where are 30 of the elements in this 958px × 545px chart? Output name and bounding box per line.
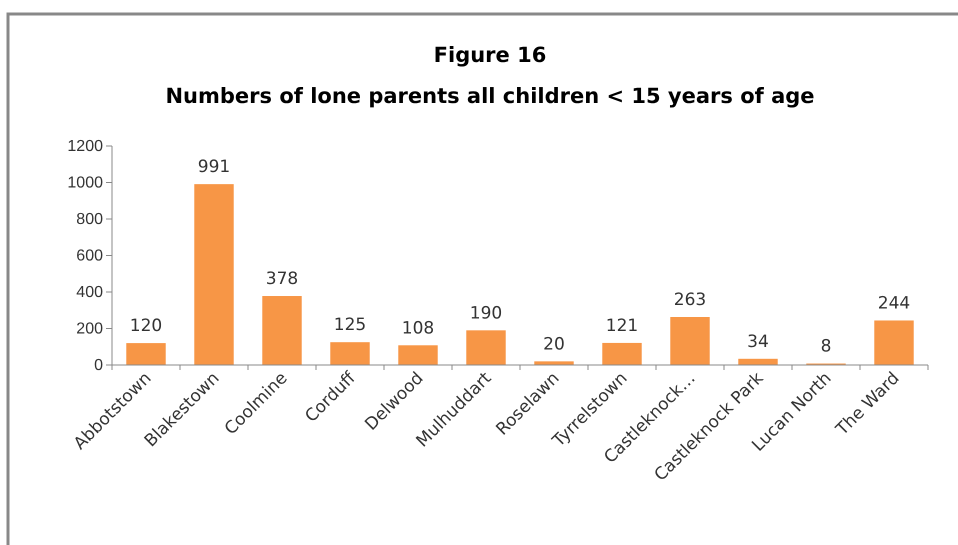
data-label: 108 bbox=[402, 318, 434, 338]
y-tick-label: 400 bbox=[76, 284, 104, 302]
data-label: 120 bbox=[130, 316, 162, 336]
bar bbox=[874, 320, 914, 365]
data-label: 378 bbox=[266, 269, 298, 290]
chart-subtitle: Numbers of lone parents all children < 15 years of age bbox=[165, 84, 815, 108]
bar bbox=[398, 345, 438, 365]
data-label: 34 bbox=[747, 332, 769, 352]
data-label: 121 bbox=[606, 316, 638, 336]
data-label: 991 bbox=[198, 157, 230, 178]
bar bbox=[466, 330, 506, 365]
data-label: 190 bbox=[470, 303, 502, 324]
bar bbox=[330, 342, 370, 365]
data-label: 20 bbox=[543, 334, 565, 354]
bar bbox=[126, 343, 166, 365]
bar bbox=[262, 296, 302, 365]
data-label: 125 bbox=[334, 315, 366, 336]
bar bbox=[602, 342, 642, 365]
y-tick-label: 0 bbox=[94, 357, 104, 374]
data-label: 8 bbox=[820, 336, 832, 357]
bar bbox=[670, 317, 710, 365]
y-tick-label: 800 bbox=[76, 211, 104, 228]
y-tick-label: 200 bbox=[76, 320, 104, 338]
data-label: 244 bbox=[878, 293, 910, 314]
data-label: 263 bbox=[674, 290, 706, 310]
y-tick-label: 1200 bbox=[67, 138, 104, 156]
y-tick-label: 1000 bbox=[67, 174, 104, 192]
bar bbox=[194, 184, 234, 365]
chart-title: Figure 16 bbox=[434, 43, 546, 67]
y-tick-label: 600 bbox=[76, 248, 104, 265]
